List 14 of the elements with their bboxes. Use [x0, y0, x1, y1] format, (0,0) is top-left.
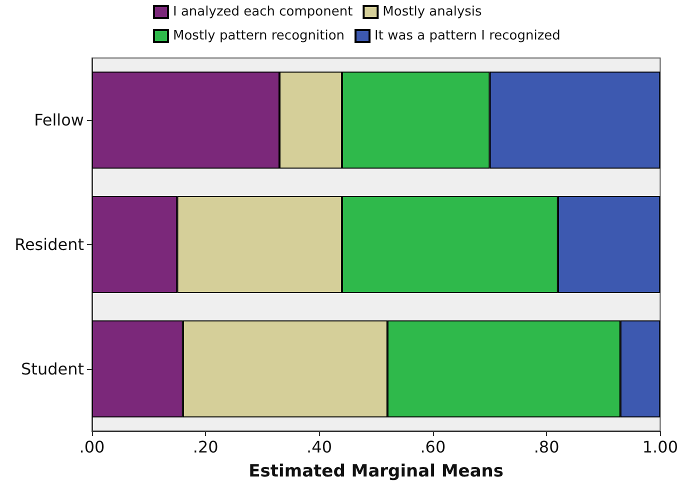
legend-label: It was a pattern I recognized — [374, 28, 560, 44]
x-tick-label: .80 — [534, 438, 560, 456]
x-tick-label: 1.00 — [642, 438, 678, 456]
x-tick-label: .00 — [79, 438, 105, 456]
x-tick-label: .20 — [192, 438, 218, 456]
legend-label: Mostly pattern recognition — [173, 28, 345, 44]
x-axis-title: Estimated Marginal Means — [248, 462, 504, 482]
y-tick-label: Student — [21, 359, 84, 378]
legend-label: Mostly analysis — [382, 4, 482, 20]
y-tick-label: Fellow — [34, 110, 84, 130]
x-tick-label: .60 — [420, 438, 446, 456]
y-tick-label: Resident — [14, 235, 84, 254]
legend-label: I analyzed each component — [173, 4, 353, 20]
x-tick-label: .40 — [306, 438, 332, 456]
